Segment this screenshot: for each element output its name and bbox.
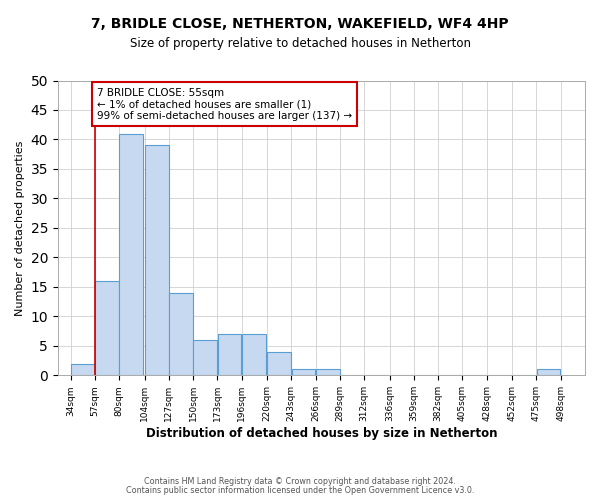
Text: Size of property relative to detached houses in Netherton: Size of property relative to detached ho…: [130, 38, 470, 51]
Text: Contains HM Land Registry data © Crown copyright and database right 2024.: Contains HM Land Registry data © Crown c…: [144, 477, 456, 486]
Bar: [71, 364, 95, 376]
Text: Contains public sector information licensed under the Open Government Licence v3: Contains public sector information licen…: [126, 486, 474, 495]
Bar: [268, 352, 291, 376]
Text: 7, BRIDLE CLOSE, NETHERTON, WAKEFIELD, WF4 4HP: 7, BRIDLE CLOSE, NETHERTON, WAKEFIELD, W…: [91, 18, 509, 32]
Bar: [193, 340, 217, 376]
Bar: [119, 134, 143, 376]
Y-axis label: Number of detached properties: Number of detached properties: [15, 140, 25, 316]
Bar: [218, 334, 241, 376]
Bar: [145, 146, 169, 376]
Bar: [242, 334, 266, 376]
Bar: [316, 370, 340, 376]
Bar: [95, 281, 119, 376]
Bar: [169, 293, 193, 376]
X-axis label: Distribution of detached houses by size in Netherton: Distribution of detached houses by size …: [146, 427, 497, 440]
Bar: [292, 370, 316, 376]
Bar: [536, 370, 560, 376]
Text: 7 BRIDLE CLOSE: 55sqm
← 1% of detached houses are smaller (1)
99% of semi-detach: 7 BRIDLE CLOSE: 55sqm ← 1% of detached h…: [97, 88, 352, 121]
